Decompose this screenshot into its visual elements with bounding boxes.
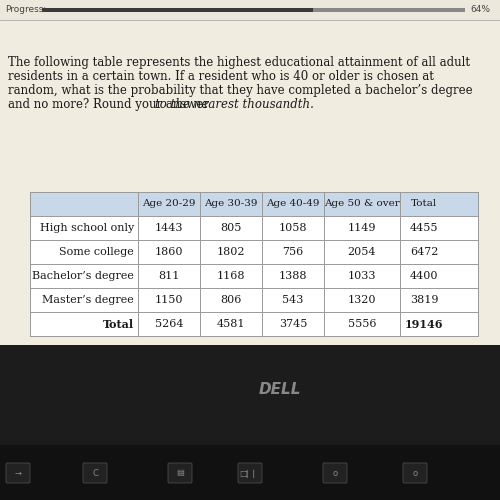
FancyBboxPatch shape	[403, 463, 427, 483]
Text: 4400: 4400	[410, 271, 438, 281]
Text: residents in a certain town. If a resident who is 40 or older is chosen at: residents in a certain town. If a reside…	[8, 70, 434, 83]
Text: The following table represents the highest educational attainment of all adult: The following table represents the highe…	[8, 56, 470, 69]
Text: random, what is the probability that they have completed a bachelor’s degree: random, what is the probability that the…	[8, 84, 472, 97]
Text: 5264: 5264	[155, 319, 183, 329]
Bar	[0, 0, 500, 20]
Text: 811: 811	[158, 271, 180, 281]
Bar	[30, 312, 478, 336]
Bar	[30, 264, 478, 288]
Text: o: o	[412, 468, 418, 477]
Text: □▏▏: □▏▏	[240, 468, 260, 477]
Text: 19146: 19146	[405, 318, 444, 330]
Text: DELL: DELL	[259, 382, 301, 398]
Text: 1860: 1860	[155, 247, 183, 257]
Text: Age 30-39: Age 30-39	[204, 200, 258, 208]
Text: 3745: 3745	[279, 319, 307, 329]
Text: 64%: 64%	[470, 4, 490, 14]
Text: 1320: 1320	[348, 295, 376, 305]
Text: 1802: 1802	[217, 247, 245, 257]
Text: 756: 756	[282, 247, 304, 257]
Text: 1150: 1150	[155, 295, 183, 305]
Bar	[30, 240, 478, 264]
Text: 1058: 1058	[279, 223, 307, 233]
FancyBboxPatch shape	[6, 463, 30, 483]
Text: Bachelor’s degree: Bachelor’s degree	[32, 271, 134, 281]
Bar	[30, 192, 478, 216]
Bar	[0, 20, 500, 345]
Text: C: C	[92, 468, 98, 477]
Text: Age 50 & over: Age 50 & over	[324, 200, 400, 208]
FancyBboxPatch shape	[238, 463, 262, 483]
Text: 4581: 4581	[217, 319, 245, 329]
Bar	[30, 216, 478, 240]
Text: 1168: 1168	[217, 271, 245, 281]
Bar	[30, 288, 478, 312]
Text: Some college: Some college	[60, 247, 134, 257]
Text: 1033: 1033	[348, 271, 376, 281]
Text: Master’s degree: Master’s degree	[42, 295, 134, 305]
Text: 805: 805	[220, 223, 242, 233]
Text: to the nearest thousandth.: to the nearest thousandth.	[155, 98, 314, 111]
Bar	[42, 8, 465, 12]
Text: 2054: 2054	[348, 247, 376, 257]
Text: 1149: 1149	[348, 223, 376, 233]
Bar	[42, 8, 312, 12]
FancyBboxPatch shape	[323, 463, 347, 483]
Text: 543: 543	[282, 295, 304, 305]
Text: 5556: 5556	[348, 319, 376, 329]
Text: Age 20-29: Age 20-29	[142, 200, 196, 208]
Text: 806: 806	[220, 295, 242, 305]
Text: Age 40-49: Age 40-49	[266, 200, 320, 208]
Text: →: →	[14, 468, 21, 477]
Text: 3819: 3819	[410, 295, 438, 305]
Text: Total: Total	[411, 200, 437, 208]
FancyBboxPatch shape	[168, 463, 192, 483]
Text: 4455: 4455	[410, 223, 438, 233]
Text: 1443: 1443	[155, 223, 183, 233]
Text: Progress:: Progress:	[5, 4, 46, 14]
Text: High school only: High school only	[40, 223, 134, 233]
FancyBboxPatch shape	[83, 463, 107, 483]
Bar	[0, 445, 500, 500]
Bar	[0, 345, 500, 500]
Text: 1388: 1388	[279, 271, 307, 281]
Text: and no more? Round your answer: and no more? Round your answer	[8, 98, 213, 111]
Text: o: o	[332, 468, 338, 477]
Text: Total: Total	[103, 318, 134, 330]
Text: 6472: 6472	[410, 247, 438, 257]
Text: ▤: ▤	[176, 468, 184, 477]
